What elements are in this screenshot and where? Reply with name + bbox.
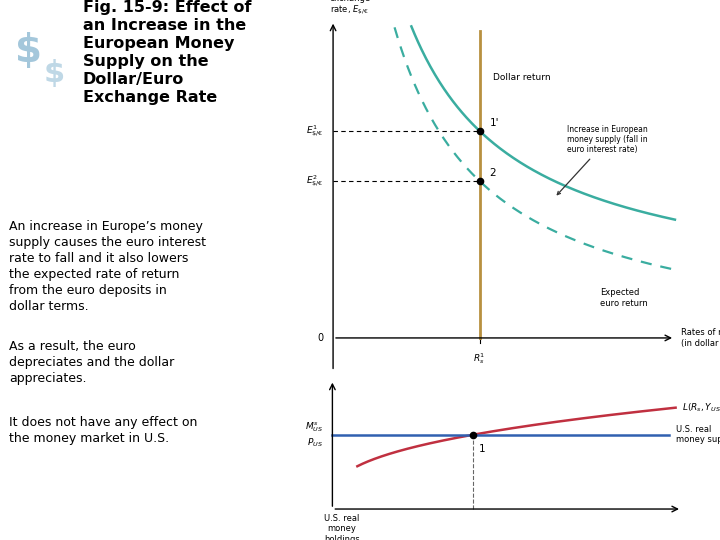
- Text: Rates of return
(in dollar terms): Rates of return (in dollar terms): [681, 328, 720, 348]
- Text: Fig. 15-9: Effect of
an Increase in the
European Money
Supply on the
Dollar/Euro: Fig. 15-9: Effect of an Increase in the …: [83, 0, 251, 105]
- Text: $L(R_s, Y_{US})$: $L(R_s, Y_{US})$: [682, 401, 720, 414]
- Text: U.S. real
money supply: U.S. real money supply: [675, 425, 720, 444]
- Text: $: $: [15, 32, 42, 70]
- Text: 1': 1': [490, 118, 499, 127]
- Text: Dollar/euro
exchange
rate, $E_{\$/€}$: Dollar/euro exchange rate, $E_{\$/€}$: [330, 0, 377, 17]
- Text: 0: 0: [318, 333, 323, 343]
- Text: An increase in Europe’s money
supply causes the euro interest
rate to fall and i: An increase in Europe’s money supply cau…: [9, 220, 206, 313]
- Text: Copyright © 2015 Pearson Education, Inc. All rights reserved.: Copyright © 2015 Pearson Education, Inc.…: [11, 522, 290, 530]
- Text: Expected
euro return: Expected euro return: [600, 288, 648, 308]
- Text: $M^s_{US}$
$P_{US}$: $M^s_{US}$ $P_{US}$: [305, 421, 323, 449]
- Text: Dollar return: Dollar return: [492, 73, 550, 82]
- Text: 15-20: 15-20: [679, 521, 709, 531]
- Text: $E^1_{\$/€}$: $E^1_{\$/€}$: [306, 123, 323, 139]
- Text: $E^2_{\$/€}$: $E^2_{\$/€}$: [306, 173, 323, 189]
- Text: As a result, the euro
depreciates and the dollar
appreciates.: As a result, the euro depreciates and th…: [9, 340, 174, 385]
- Text: It does not have any effect on
the money market in U.S.: It does not have any effect on the money…: [9, 416, 197, 445]
- Text: 2: 2: [490, 168, 496, 178]
- Text: $R^1_s$: $R^1_s$: [473, 352, 486, 366]
- Text: 1: 1: [479, 444, 486, 455]
- Text: $: $: [43, 59, 65, 88]
- Text: U.S. real
money
holdings: U.S. real money holdings: [324, 514, 359, 540]
- Text: Increase in European
money supply (fall in
euro interest rate): Increase in European money supply (fall …: [557, 125, 648, 194]
